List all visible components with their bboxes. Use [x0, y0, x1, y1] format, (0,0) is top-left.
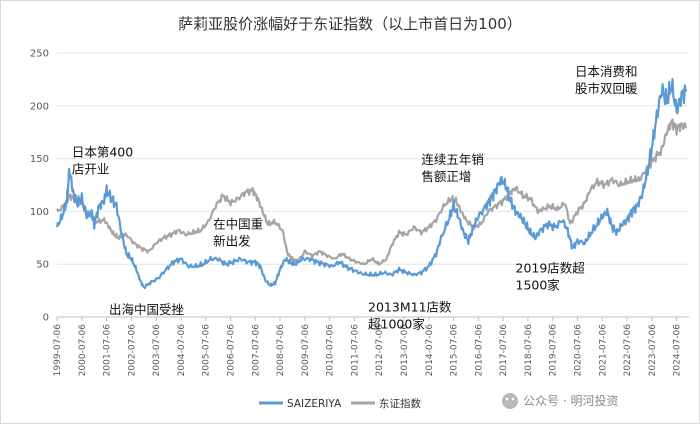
- wechat-icon-eye: [511, 397, 515, 401]
- annotation: 出海中国受挫: [109, 302, 185, 317]
- annotation-text: 新出发: [213, 233, 251, 248]
- x-tick-label: 2018-07-06: [524, 324, 534, 377]
- x-tick-label: 2002-07-06: [127, 324, 137, 377]
- x-tick-label: 2021-07-06: [598, 324, 608, 377]
- x-tick-label: 2005-07-06: [202, 324, 212, 377]
- annotation-text: 售额正增: [421, 169, 471, 184]
- legend-label: 东证指数: [379, 397, 421, 410]
- annotation-text: 超1000家: [368, 317, 425, 332]
- annotation-text: 在中国重: [213, 216, 263, 231]
- y-tick-label: 0: [43, 313, 49, 324]
- x-tick-label: 2016-07-06: [474, 324, 484, 377]
- series-line-topix: [56, 118, 688, 266]
- wechat-icon: [502, 393, 518, 409]
- y-tick-label: 150: [30, 154, 49, 165]
- watermark-text: 公众号 · 明河投资: [523, 393, 618, 408]
- y-tick-label: 250: [30, 49, 49, 60]
- annotation-text: 2013M11店数: [368, 300, 452, 315]
- x-tick-label: 2006-07-06: [226, 324, 236, 377]
- chart-title: 萨莉亚股价涨幅好于东证指数（以上市首日为100）: [178, 15, 522, 33]
- x-tick-label: 2000-07-06: [78, 324, 88, 377]
- annotation: 日本第400 店开业: [72, 144, 133, 176]
- x-tick-label: 2003-07-06: [152, 324, 162, 377]
- annotation: 2019店数超 1500家: [516, 261, 586, 293]
- x-axis-ticks: 1999-07-06 2000-07-06 2001-07-06 2002-07-06…: [53, 317, 683, 376]
- x-tick-label: 2001-07-06: [103, 324, 113, 377]
- x-tick-label: 2007-07-06: [251, 324, 261, 377]
- annotation-text: 出海中国受挫: [109, 302, 185, 317]
- y-tick-label: 100: [30, 207, 49, 218]
- legend-label: SAIZERIYA: [287, 398, 342, 410]
- x-tick-label: 2020-07-06: [573, 324, 583, 377]
- x-tick-label: 2023-07-06: [648, 324, 658, 377]
- x-tick-label: 2010-07-06: [326, 324, 336, 377]
- annotation-text: 2019店数超: [516, 261, 586, 276]
- x-tick-label: 2015-07-06: [450, 324, 460, 377]
- watermark: 公众号 · 明河投资: [502, 393, 618, 409]
- x-tick-label: 2011-07-06: [350, 324, 360, 377]
- x-tick-label: 1999-07-06: [53, 324, 63, 377]
- annotation-text: 股市双回暖: [575, 81, 638, 96]
- series-line-saizeriya: [55, 78, 688, 290]
- legend-item: SAIZERIYA: [259, 398, 342, 410]
- x-tick-label: 2013-07-06: [400, 324, 410, 377]
- legend-item: 东证指数: [351, 397, 421, 410]
- legend: SAIZERIYA 东证指数: [259, 397, 421, 410]
- x-tick-label: 2017-07-06: [499, 324, 509, 377]
- x-tick-label: 2019-07-06: [549, 324, 559, 377]
- x-tick-label: 2024-07-06: [673, 324, 683, 377]
- x-tick-label: 2009-07-06: [301, 324, 311, 377]
- y-axis-ticks: 0 50 100 150 200 250: [30, 49, 49, 324]
- series-lines: [55, 78, 688, 290]
- wechat-icon-eye: [505, 397, 509, 401]
- annotation-text: 店开业: [72, 161, 110, 176]
- annotation-text: 1500家: [516, 278, 561, 293]
- y-tick-label: 50: [36, 260, 49, 271]
- grid-lines: [57, 52, 689, 318]
- x-tick-label: 2004-07-06: [177, 324, 187, 377]
- x-tick-label: 2022-07-06: [623, 324, 633, 377]
- annotation-text: 日本第400: [72, 144, 133, 159]
- x-tick-label: 2012-07-06: [375, 324, 385, 377]
- x-tick-label: 2014-07-06: [425, 324, 435, 377]
- annotation-text: 连续五年销: [421, 152, 484, 167]
- annotation-text: 日本消费和: [575, 64, 638, 79]
- y-tick-label: 200: [30, 101, 49, 112]
- x-tick-label: 2008-07-06: [276, 324, 286, 377]
